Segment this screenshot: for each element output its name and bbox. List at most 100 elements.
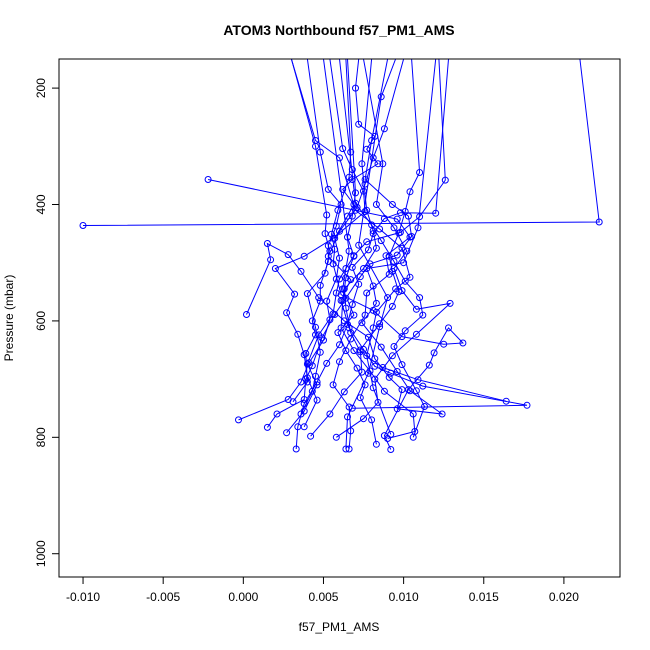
data-point [339,297,347,304]
data-point [302,350,310,357]
data-point [412,387,420,395]
data-point [430,349,438,357]
data-point [372,299,380,307]
y-tick-label: 200 [34,78,48,98]
data-point [363,289,371,297]
data-point [360,415,367,423]
data-point [342,265,350,272]
data-point [377,343,385,351]
x-tick-label: -0.005 [146,590,180,604]
data-point [361,180,369,188]
data-point [416,213,424,221]
data-point [390,224,398,232]
data-point [289,398,297,406]
data-point [523,401,531,409]
series-line [295,59,449,450]
data-point [406,188,414,196]
series-line [207,179,411,450]
series-line [330,59,465,450]
data-point [360,265,367,272]
x-axis-label: f57_PM1_AMS [299,620,380,634]
data-point [379,160,387,168]
data-point [393,251,401,259]
data-point [390,258,398,265]
data-point [371,375,379,383]
data-point [369,282,377,290]
data-point [321,269,329,277]
data-point [404,212,412,220]
data-point [358,160,366,168]
data-point [414,224,422,232]
data-point [372,244,380,252]
series-line [323,59,377,445]
data-point [326,247,334,255]
data-point [380,125,388,133]
data-point [416,294,424,302]
x-tick-label: 0.010 [389,590,419,604]
data-point [358,319,366,327]
series-line [340,59,416,439]
data-point [307,432,315,440]
x-tick-label: 0.015 [469,590,499,604]
data-point [342,274,350,282]
data-point [374,398,382,406]
data-point [303,360,311,368]
data-point [300,351,308,359]
data-point [323,359,331,367]
data-point [312,142,319,150]
data-point [356,273,364,281]
data-point [334,329,342,337]
data-point [398,333,406,341]
x-tick-label: 0.000 [228,590,258,604]
data-point [303,290,311,298]
data-point [414,376,422,384]
data-point [412,305,420,313]
data-point [297,410,305,418]
data-point [350,311,358,319]
y-tick-label: 800 [34,427,48,447]
data-point [445,324,452,332]
data-point [401,208,409,215]
data-point [371,362,379,370]
data-point [273,410,281,418]
data-point [329,234,337,242]
data-point [363,352,371,360]
data-point [366,367,374,375]
data-point [403,247,411,255]
data-point [308,387,316,395]
data-point [348,404,356,412]
data-point [345,247,353,255]
data-point [369,154,377,162]
x-tick-label: -0.010 [66,590,100,604]
data-point [313,396,321,404]
data-point [408,233,416,240]
series-2 [79,59,603,229]
data-point [390,343,398,350]
series-16 [332,59,454,441]
data-point [315,294,323,302]
data-point [337,201,345,208]
data-point [432,209,440,217]
data-point [364,246,372,254]
data-point [446,299,454,307]
series-20 [323,59,380,448]
data-point [339,185,347,193]
data-point [406,273,414,281]
data-point [384,294,392,302]
data-point [377,237,385,245]
data-point [303,378,311,386]
data-point [385,373,393,381]
series-line [274,59,366,428]
chart-title: ATOM3 Northbound f57_PM1_AMS [223,22,454,38]
data-point [316,148,324,156]
series-line [246,59,444,415]
data-point [356,348,364,356]
data-point [323,211,331,219]
data-point [283,309,291,317]
data-point [400,259,408,267]
data-point [352,189,359,197]
data-point [263,423,271,431]
y-axis-label: Pressure (mbar) [2,275,16,362]
y-tick-label: 400 [34,194,48,214]
data-point [350,252,358,260]
